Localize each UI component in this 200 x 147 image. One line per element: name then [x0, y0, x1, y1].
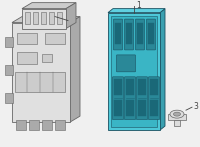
FancyBboxPatch shape — [150, 79, 158, 95]
FancyBboxPatch shape — [42, 54, 52, 62]
FancyBboxPatch shape — [25, 12, 30, 24]
FancyBboxPatch shape — [138, 79, 146, 95]
FancyBboxPatch shape — [42, 120, 52, 130]
Text: 2: 2 — [69, 15, 74, 24]
FancyBboxPatch shape — [49, 12, 54, 24]
FancyBboxPatch shape — [22, 9, 66, 29]
FancyBboxPatch shape — [126, 100, 134, 116]
Ellipse shape — [174, 112, 180, 116]
FancyBboxPatch shape — [136, 77, 148, 120]
FancyBboxPatch shape — [15, 72, 65, 92]
FancyBboxPatch shape — [136, 19, 144, 50]
FancyBboxPatch shape — [108, 13, 160, 130]
FancyBboxPatch shape — [114, 79, 122, 95]
FancyBboxPatch shape — [148, 22, 154, 44]
FancyBboxPatch shape — [126, 79, 134, 95]
Text: 1: 1 — [136, 1, 141, 10]
Polygon shape — [108, 9, 165, 13]
Text: 3: 3 — [193, 102, 198, 111]
FancyBboxPatch shape — [150, 100, 158, 116]
FancyBboxPatch shape — [41, 12, 46, 24]
FancyBboxPatch shape — [16, 120, 26, 130]
Polygon shape — [12, 17, 80, 22]
FancyBboxPatch shape — [116, 55, 136, 72]
FancyBboxPatch shape — [29, 120, 39, 130]
FancyBboxPatch shape — [114, 100, 122, 116]
Polygon shape — [22, 3, 76, 9]
FancyBboxPatch shape — [124, 77, 136, 120]
FancyBboxPatch shape — [148, 77, 160, 120]
FancyBboxPatch shape — [138, 100, 146, 116]
FancyBboxPatch shape — [55, 120, 65, 130]
FancyBboxPatch shape — [168, 114, 186, 120]
FancyBboxPatch shape — [174, 120, 180, 126]
FancyBboxPatch shape — [12, 22, 70, 122]
FancyBboxPatch shape — [57, 12, 62, 24]
FancyBboxPatch shape — [112, 77, 124, 120]
FancyBboxPatch shape — [17, 52, 37, 64]
FancyBboxPatch shape — [33, 12, 38, 24]
FancyBboxPatch shape — [111, 16, 157, 127]
FancyBboxPatch shape — [5, 65, 13, 75]
FancyBboxPatch shape — [146, 19, 156, 50]
Polygon shape — [160, 9, 165, 130]
FancyBboxPatch shape — [17, 32, 37, 44]
Polygon shape — [70, 17, 80, 122]
Ellipse shape — [170, 110, 184, 118]
FancyBboxPatch shape — [115, 22, 121, 44]
FancyBboxPatch shape — [45, 32, 65, 44]
FancyBboxPatch shape — [124, 19, 134, 50]
Polygon shape — [66, 3, 76, 29]
FancyBboxPatch shape — [5, 37, 13, 47]
FancyBboxPatch shape — [126, 22, 132, 44]
FancyBboxPatch shape — [114, 19, 122, 50]
FancyBboxPatch shape — [137, 22, 143, 44]
FancyBboxPatch shape — [5, 93, 13, 103]
